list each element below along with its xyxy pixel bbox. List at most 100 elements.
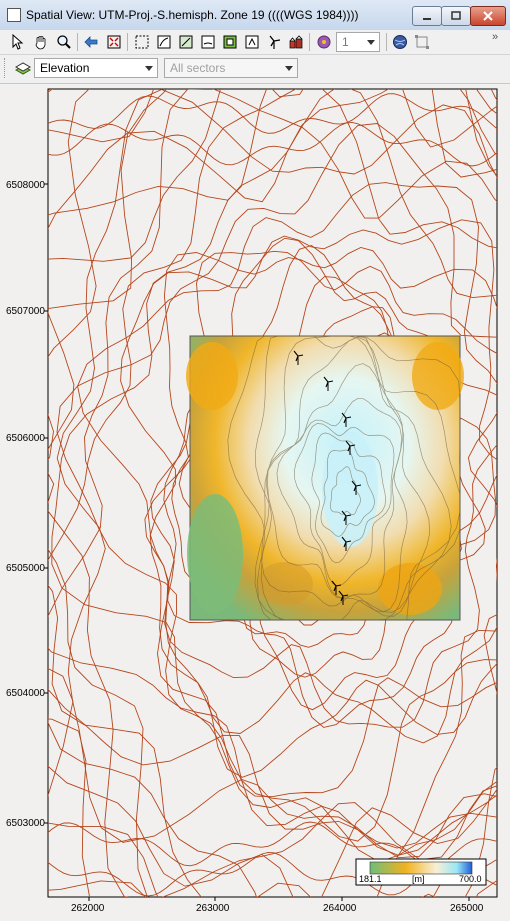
- legend-min: 181.1: [359, 874, 382, 884]
- x-tick-label: 265000: [450, 903, 484, 914]
- select-area-button[interactable]: [132, 32, 152, 52]
- pan-tool[interactable]: [31, 32, 51, 52]
- chevron-down-icon: [145, 66, 153, 71]
- wind-turbine-icon: [341, 412, 352, 427]
- wind-turbine-icon: [323, 376, 334, 391]
- buildings-icon: [289, 35, 303, 49]
- raster-contour: [254, 335, 461, 621]
- globe-icon: [393, 35, 407, 49]
- roughness-layer-icon: [201, 35, 215, 49]
- map-canvas[interactable]: 181.1 [m] 700.0: [0, 84, 510, 921]
- magnifier-icon: [57, 35, 71, 49]
- y-tick-label: 6503000: [6, 818, 45, 829]
- turbine-tool[interactable]: [264, 32, 284, 52]
- contour-line: [56, 123, 497, 842]
- map-layer-4-button[interactable]: [220, 32, 240, 52]
- axis-ticks: [44, 183, 470, 901]
- raster-contour: [320, 449, 375, 537]
- pointer-tool[interactable]: [8, 32, 28, 52]
- contour-line: [48, 89, 497, 897]
- legend-unit: [m]: [412, 874, 425, 884]
- obstacle-layer-icon: [245, 35, 259, 49]
- map-layer-2-button[interactable]: [176, 32, 196, 52]
- y-tick-label: 6506000: [6, 433, 45, 444]
- map-layer-1-button[interactable]: [154, 32, 174, 52]
- layer-select[interactable]: Elevation: [34, 58, 158, 78]
- frame-icon: [415, 35, 429, 49]
- cursor-arrow-icon: [12, 34, 24, 50]
- turbine-markers: [293, 350, 362, 605]
- contour-line: [48, 93, 497, 134]
- raster-contour: [276, 397, 402, 599]
- terrain-layer-icon: [179, 35, 193, 49]
- contour-line: [144, 247, 497, 744]
- sector-select[interactable]: All sectors: [164, 58, 298, 78]
- layer-stack-icon: [14, 62, 32, 75]
- chevron-down-icon: [367, 40, 375, 45]
- zoom-extent-button[interactable]: [104, 32, 124, 52]
- site-tool[interactable]: [286, 32, 306, 52]
- wind-turbine-icon: [293, 350, 304, 365]
- y-tick-label: 6507000: [6, 306, 45, 317]
- zoom-tool[interactable]: [54, 32, 74, 52]
- y-tick-label: 6508000: [6, 180, 45, 191]
- wind-turbine-icon: [338, 590, 349, 605]
- contour-line: [77, 182, 497, 798]
- contour-line: [48, 89, 436, 897]
- wind-turbine-icon: [331, 580, 342, 595]
- toolbar-grip[interactable]: [4, 58, 8, 78]
- contour-line: [120, 219, 497, 778]
- raster-contour: [254, 335, 452, 621]
- select-area-icon: [135, 35, 149, 49]
- contour-line: [48, 89, 497, 849]
- frame-button[interactable]: [412, 32, 432, 52]
- y-tick-label: 6504000: [6, 688, 45, 699]
- window-icon: [7, 8, 21, 22]
- map-layer-5-button[interactable]: [242, 32, 262, 52]
- contour-line: [163, 237, 497, 728]
- contour-line: [56, 89, 497, 859]
- wind-turbine-icon: [351, 480, 362, 495]
- contour-line: [48, 89, 497, 897]
- raster-contour: [293, 423, 395, 587]
- back-arrow-icon: [84, 36, 98, 48]
- contour-line: [48, 89, 497, 856]
- map-layer-3-button[interactable]: [198, 32, 218, 52]
- x-tick-label: 264000: [323, 903, 357, 914]
- hand-icon: [35, 36, 46, 50]
- contour-line: [48, 89, 497, 897]
- contour-line: [51, 89, 497, 863]
- x-tick-label: 263000: [196, 903, 230, 914]
- legend-max: 700.0: [459, 874, 482, 884]
- raster-contour: [311, 432, 387, 564]
- raster-contour: [329, 466, 361, 516]
- layer-colour-button[interactable]: [314, 32, 334, 52]
- y-tick-label: 6505000: [6, 563, 45, 574]
- minimize-icon: [423, 18, 431, 20]
- close-button[interactable]: [470, 6, 506, 26]
- layer-number-select[interactable]: 1: [336, 32, 380, 52]
- map-view[interactable]: 181.1 [m] 700.0 6508000 6507000 6506000 …: [0, 84, 510, 921]
- raster-contour: [265, 363, 408, 613]
- maximize-button[interactable]: [441, 6, 471, 26]
- contour-line: [150, 250, 497, 728]
- layer-toolbar: Elevation All sectors: [0, 55, 510, 84]
- globe-button[interactable]: [390, 32, 410, 52]
- contour-line: [48, 89, 497, 897]
- chevron-down-icon: [285, 66, 293, 71]
- x-tick-label: 262000: [71, 903, 105, 914]
- wind-turbine-icon: [345, 440, 356, 455]
- layer-settings-button[interactable]: [13, 58, 33, 78]
- back-button[interactable]: [81, 32, 101, 52]
- window-title: Spatial View: UTM-Proj.-S.hemisph. Zone …: [26, 8, 359, 22]
- elevation-raster: [186, 335, 464, 621]
- palette-icon: [317, 35, 331, 49]
- toolbar-overflow[interactable]: »: [492, 31, 499, 43]
- maximize-icon: [451, 11, 461, 20]
- contour-line: [48, 89, 497, 897]
- minimize-button[interactable]: [412, 6, 442, 26]
- close-icon: [483, 11, 493, 21]
- title-bar: Spatial View: UTM-Proj.-S.hemisph. Zone …: [0, 0, 510, 31]
- raster-contour: [227, 335, 461, 621]
- main-toolbar: 1 »: [0, 30, 510, 55]
